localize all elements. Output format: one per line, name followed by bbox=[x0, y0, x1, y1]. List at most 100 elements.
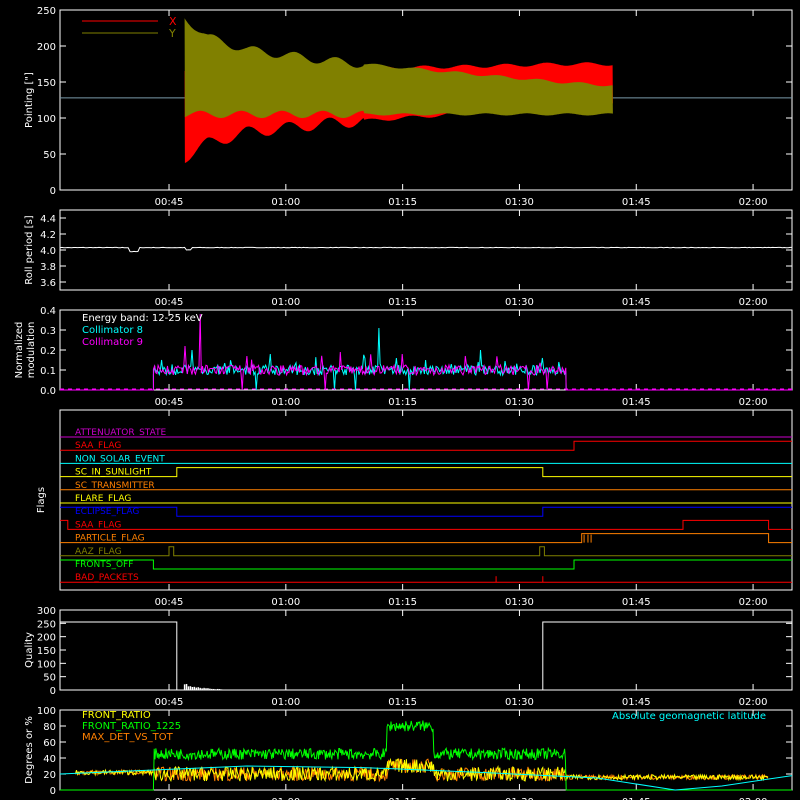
front-legend-front-ratio: FRONT_RATIO bbox=[82, 710, 151, 721]
roll-ytick-label: 3.8 bbox=[40, 262, 56, 273]
modulation-ytick-label: 0.2 bbox=[40, 346, 56, 357]
roll-ytick-label: 4.2 bbox=[40, 230, 56, 241]
flag-label-fronts-off: FRONTS_OFF bbox=[75, 560, 133, 570]
flags-xtick-label: 02:00 bbox=[739, 597, 768, 608]
flag-line-eclipse-flag bbox=[60, 506, 792, 517]
flags-ylabel: Flags bbox=[36, 487, 47, 513]
modulation-series-collimator-8 bbox=[60, 327, 792, 391]
roll-series bbox=[59, 246, 792, 253]
front-ytick-label: 100 bbox=[37, 706, 56, 717]
front-frame bbox=[59, 709, 793, 791]
front-series-front-ratio bbox=[75, 757, 769, 783]
front-xtick-label: 02:00 bbox=[739, 797, 768, 800]
modulation-ytick-label: 0.1 bbox=[40, 366, 56, 377]
front-xtick-label: 01:45 bbox=[622, 797, 651, 800]
modulation-ytick-label: 0.3 bbox=[40, 326, 56, 337]
flag-label-aaz-flag: AAZ_FLAG bbox=[75, 547, 122, 557]
modulation-ylabel: modulation bbox=[26, 322, 37, 379]
modulation-xtick-label: 02:00 bbox=[739, 397, 768, 408]
pointing-legend-label-x: X bbox=[169, 15, 177, 28]
quality-xtick-label: 02:00 bbox=[739, 697, 768, 708]
front-ylabel: Degrees or % bbox=[24, 716, 35, 784]
front-legend-geomagnetic-latitude: Absolute geomagnetic latitude bbox=[612, 711, 766, 722]
modulation-xtick-label: 01:30 bbox=[505, 397, 534, 408]
pointing-xtick-label: 00:45 bbox=[155, 197, 184, 208]
quality-ytick-label: 200 bbox=[37, 633, 56, 644]
roll-xtick-label: 00:45 bbox=[155, 297, 184, 308]
quality-xtick-label: 00:45 bbox=[155, 697, 184, 708]
front-legend-max-det-vs-tot: MAX_DET_VS_TOT bbox=[82, 732, 174, 743]
roll-ylabel: Roll period [s] bbox=[24, 215, 35, 284]
pointing-ytick-label: 150 bbox=[37, 78, 56, 89]
roll-ytick-label: 4.0 bbox=[40, 246, 56, 257]
modulation-ytick-label: 0.4 bbox=[40, 306, 56, 317]
pointing-xtick-label: 01:15 bbox=[388, 197, 417, 208]
flag-line-fronts-off bbox=[60, 559, 792, 570]
quality-xtick-label: 01:30 bbox=[505, 697, 534, 708]
modulation-series-collimator-9 bbox=[60, 313, 792, 391]
quality-xtick-label: 01:15 bbox=[388, 697, 417, 708]
front-ytick-label: 20 bbox=[43, 770, 56, 781]
pointing-legend-label-y: Y bbox=[168, 27, 176, 40]
modulation-legend-collimator-8: Collimator 8 bbox=[82, 325, 143, 336]
front-xtick-label: 01:30 bbox=[505, 797, 534, 800]
flags-frame bbox=[59, 409, 793, 591]
front-xtick-label: 01:15 bbox=[388, 797, 417, 800]
pointing-series-y bbox=[184, 18, 613, 118]
front-xtick-label: 00:45 bbox=[155, 797, 184, 800]
flags-xtick-label: 01:15 bbox=[388, 597, 417, 608]
pointing-frame bbox=[59, 9, 793, 191]
flag-label-sc-in-sunlight: SC_IN_SUNLIGHT bbox=[75, 468, 152, 478]
flag-label-bad-packets: BAD_PACKETS bbox=[75, 573, 139, 583]
modulation-xtick-label: 01:45 bbox=[622, 397, 651, 408]
front-xtick-label: 01:00 bbox=[271, 797, 300, 800]
roll-xtick-label: 02:00 bbox=[739, 297, 768, 308]
quality-ytick-label: 150 bbox=[37, 646, 56, 657]
flags-xtick-label: 01:00 bbox=[271, 597, 300, 608]
flag-label-eclipse-flag: ECLIPSE_FLAG bbox=[75, 507, 139, 517]
modulation-ytick-label: 0.0 bbox=[40, 386, 56, 397]
flag-label-sc-transmitter: SC_TRANSMITTER bbox=[75, 481, 155, 491]
quality-ytick-label: 300 bbox=[37, 606, 56, 617]
quality-ylabel: Quality bbox=[24, 632, 35, 668]
roll-frame bbox=[59, 209, 793, 291]
pointing-ytick-label: 250 bbox=[37, 6, 56, 17]
pointing-xtick-label: 01:45 bbox=[622, 197, 651, 208]
front-series-max-det-vs-tot bbox=[75, 758, 769, 783]
quality-xtick-label: 01:45 bbox=[622, 697, 651, 708]
pointing-xtick-label: 02:00 bbox=[739, 197, 768, 208]
front-ytick-label: 80 bbox=[43, 722, 56, 733]
flag-line-saa-flag bbox=[60, 440, 792, 451]
flag-line-particle-flag bbox=[60, 533, 792, 544]
roll-xtick-label: 01:00 bbox=[271, 297, 300, 308]
quality-ytick-label: 50 bbox=[43, 673, 56, 684]
flag-label-attenuator-state: ATTENUATOR_STATE bbox=[75, 428, 167, 438]
flags-xtick-label: 00:45 bbox=[155, 597, 184, 608]
flags-xtick-label: 01:45 bbox=[622, 597, 651, 608]
roll-xtick-label: 01:45 bbox=[622, 297, 651, 308]
front-series-front-ratio-1225 bbox=[60, 720, 792, 791]
front-legend-front-ratio-1225: FRONT_RATIO_1225 bbox=[82, 721, 181, 732]
flag-label-non-solar-event: NON_SOLAR_EVENT bbox=[75, 454, 165, 464]
front-ytick-label: 60 bbox=[43, 738, 56, 749]
flag-label-saa-flag: SAA_FLAG bbox=[75, 441, 121, 451]
pointing-ytick-label: 100 bbox=[37, 114, 56, 125]
modulation-legend-collimator-9: Collimator 9 bbox=[82, 337, 143, 348]
flag-label-flare-flag: FLARE_FLAG bbox=[75, 494, 131, 504]
roll-xtick-label: 01:15 bbox=[388, 297, 417, 308]
pointing-ytick-label: 50 bbox=[43, 150, 56, 161]
roll-ytick-label: 3.6 bbox=[40, 278, 56, 289]
flags-xtick-label: 01:30 bbox=[505, 597, 534, 608]
pointing-xtick-label: 01:30 bbox=[505, 197, 534, 208]
flag-line-sc-in-sunlight bbox=[60, 467, 792, 478]
flag-line-aaz-flag bbox=[60, 546, 792, 557]
roll-xtick-label: 01:30 bbox=[505, 297, 534, 308]
quality-ytick-label: 100 bbox=[37, 659, 56, 670]
quality-ytick-label: 250 bbox=[37, 619, 56, 630]
flag-label-saa-flag: SAA_FLAG bbox=[75, 520, 121, 530]
modulation-xtick-label: 01:00 bbox=[271, 397, 300, 408]
flag-label-particle-flag: PARTICLE_FLAG bbox=[75, 534, 145, 544]
modulation-annotation: Energy band: 12-25 keV bbox=[82, 313, 203, 324]
pointing-ylabel: Pointing ["] bbox=[24, 72, 35, 128]
modulation-xtick-label: 00:45 bbox=[155, 397, 184, 408]
